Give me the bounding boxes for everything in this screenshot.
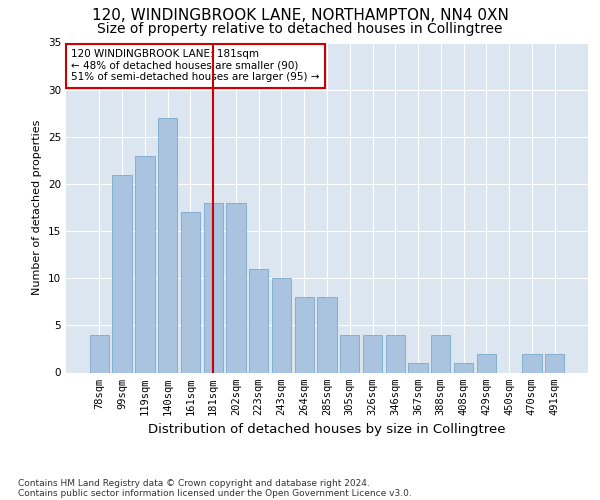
Text: 120, WINDINGBROOK LANE, NORTHAMPTON, NN4 0XN: 120, WINDINGBROOK LANE, NORTHAMPTON, NN4…	[92, 8, 508, 22]
Bar	[249, 269, 268, 372]
Bar	[363, 335, 382, 372]
Bar	[181, 212, 200, 372]
Bar	[135, 156, 155, 372]
Bar	[454, 363, 473, 372]
Bar	[386, 335, 405, 372]
Text: Contains public sector information licensed under the Open Government Licence v3: Contains public sector information licen…	[18, 488, 412, 498]
Bar	[203, 203, 223, 372]
Text: Size of property relative to detached houses in Collingtree: Size of property relative to detached ho…	[97, 22, 503, 36]
Bar	[431, 335, 451, 372]
Bar	[409, 363, 428, 372]
Bar	[272, 278, 291, 372]
Text: 120 WINDINGBROOK LANE: 181sqm
← 48% of detached houses are smaller (90)
51% of s: 120 WINDINGBROOK LANE: 181sqm ← 48% of d…	[71, 49, 320, 82]
Bar	[340, 335, 359, 372]
Y-axis label: Number of detached properties: Number of detached properties	[32, 120, 43, 295]
Bar	[226, 203, 245, 372]
Bar	[545, 354, 564, 372]
Bar	[522, 354, 542, 372]
Bar	[295, 297, 314, 372]
Bar	[158, 118, 178, 372]
Text: Contains HM Land Registry data © Crown copyright and database right 2024.: Contains HM Land Registry data © Crown c…	[18, 478, 370, 488]
X-axis label: Distribution of detached houses by size in Collingtree: Distribution of detached houses by size …	[148, 423, 506, 436]
Bar	[90, 335, 109, 372]
Bar	[317, 297, 337, 372]
Bar	[112, 174, 132, 372]
Bar	[476, 354, 496, 372]
